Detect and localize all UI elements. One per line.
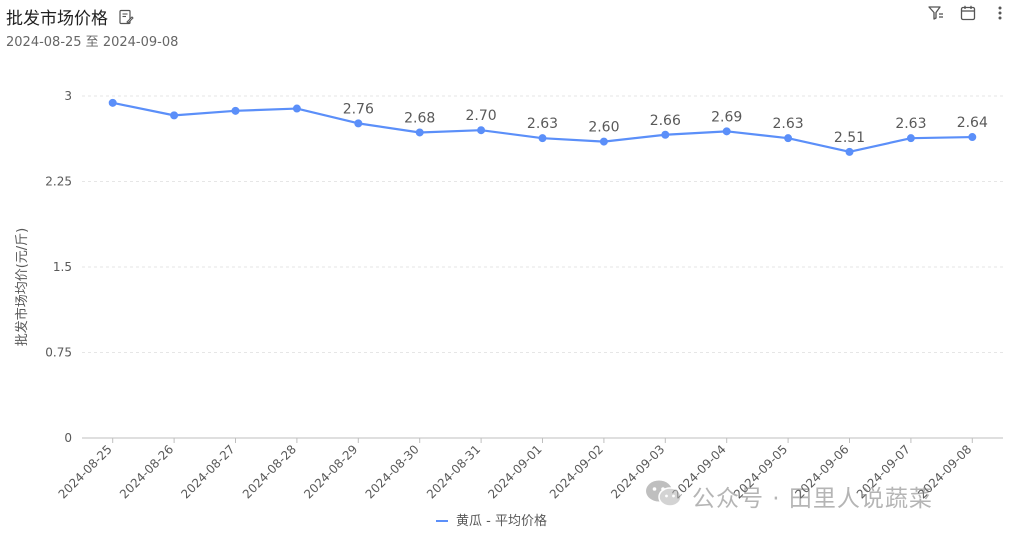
- x-tick-label: 2024-09-01: [485, 442, 544, 501]
- data-label: 2.68: [404, 110, 435, 126]
- y-tick-label: 0: [64, 431, 72, 445]
- data-point: [231, 106, 240, 115]
- data-label: 2.60: [588, 120, 619, 136]
- date-range-subtitle: 2024-08-25 至 2024-09-08: [6, 35, 179, 50]
- data-point: [292, 104, 301, 113]
- data-label: 2.69: [711, 109, 742, 125]
- data-point: [968, 133, 977, 142]
- x-tick-label: 2024-08-25: [56, 442, 115, 501]
- data-label-layer: 2.76 2.68 2.70 2.63 2.60 2.66 2.69 2.63 2.51 2.63…: [343, 101, 988, 146]
- chart-header: 批发市场价格: [6, 4, 136, 29]
- data-label: 2.63: [527, 116, 558, 132]
- y-tick-label: 1.5: [53, 260, 72, 274]
- watermark: 公众号 · 田里人说蔬菜: [644, 478, 933, 514]
- watermark-text: 公众号 · 田里人说蔬菜: [692, 486, 933, 512]
- data-label: 2.63: [895, 116, 926, 132]
- data-point: [354, 119, 363, 128]
- x-tick-label: 2024-08-29: [301, 442, 360, 501]
- chart-title: 批发市场价格: [6, 9, 108, 29]
- data-point: [170, 111, 179, 120]
- more-vertical-icon[interactable]: [990, 3, 1010, 23]
- data-label: 2.51: [834, 130, 865, 146]
- x-tick-label: 2024-09-02: [547, 442, 606, 501]
- series-layer: [108, 98, 977, 156]
- data-point: [477, 126, 486, 135]
- data-label: 2.66: [650, 113, 681, 129]
- y-tick-label: 2.25: [45, 175, 72, 189]
- x-tick-label: 2024-08-27: [178, 442, 237, 501]
- x-tick-label: 2024-08-26: [117, 442, 176, 501]
- data-point: [599, 137, 608, 146]
- data-point: [108, 98, 117, 107]
- data-point: [845, 147, 854, 156]
- calendar-icon[interactable]: [958, 3, 978, 23]
- data-label: 2.63: [773, 116, 804, 132]
- data-point: [661, 130, 670, 139]
- x-tick-label: 2024-08-31: [424, 442, 483, 501]
- filter-icon[interactable]: [926, 3, 946, 23]
- data-point: [538, 134, 547, 143]
- chart-toolbar: [926, 3, 1010, 23]
- legend: 黄瓜 - 平均价格: [436, 513, 547, 529]
- data-label: 2.70: [466, 108, 497, 124]
- x-tick-label: 2024-08-30: [363, 442, 422, 501]
- legend-label: 黄瓜 - 平均价格: [456, 513, 547, 529]
- data-point: [906, 134, 915, 143]
- data-point: [415, 128, 424, 137]
- y-tick-label: 0.75: [45, 346, 72, 360]
- wechat-icon: [644, 478, 684, 514]
- data-label: 2.76: [343, 101, 374, 117]
- y-tick-label: 3: [64, 89, 72, 103]
- y-axis-title: 批发市场均价(元/斤): [14, 228, 30, 347]
- x-tick-label: 2024-08-28: [240, 442, 299, 501]
- document-edit-icon[interactable]: [116, 7, 136, 27]
- data-label: 2.64: [957, 115, 988, 131]
- data-point: [722, 127, 731, 136]
- data-point: [784, 134, 793, 143]
